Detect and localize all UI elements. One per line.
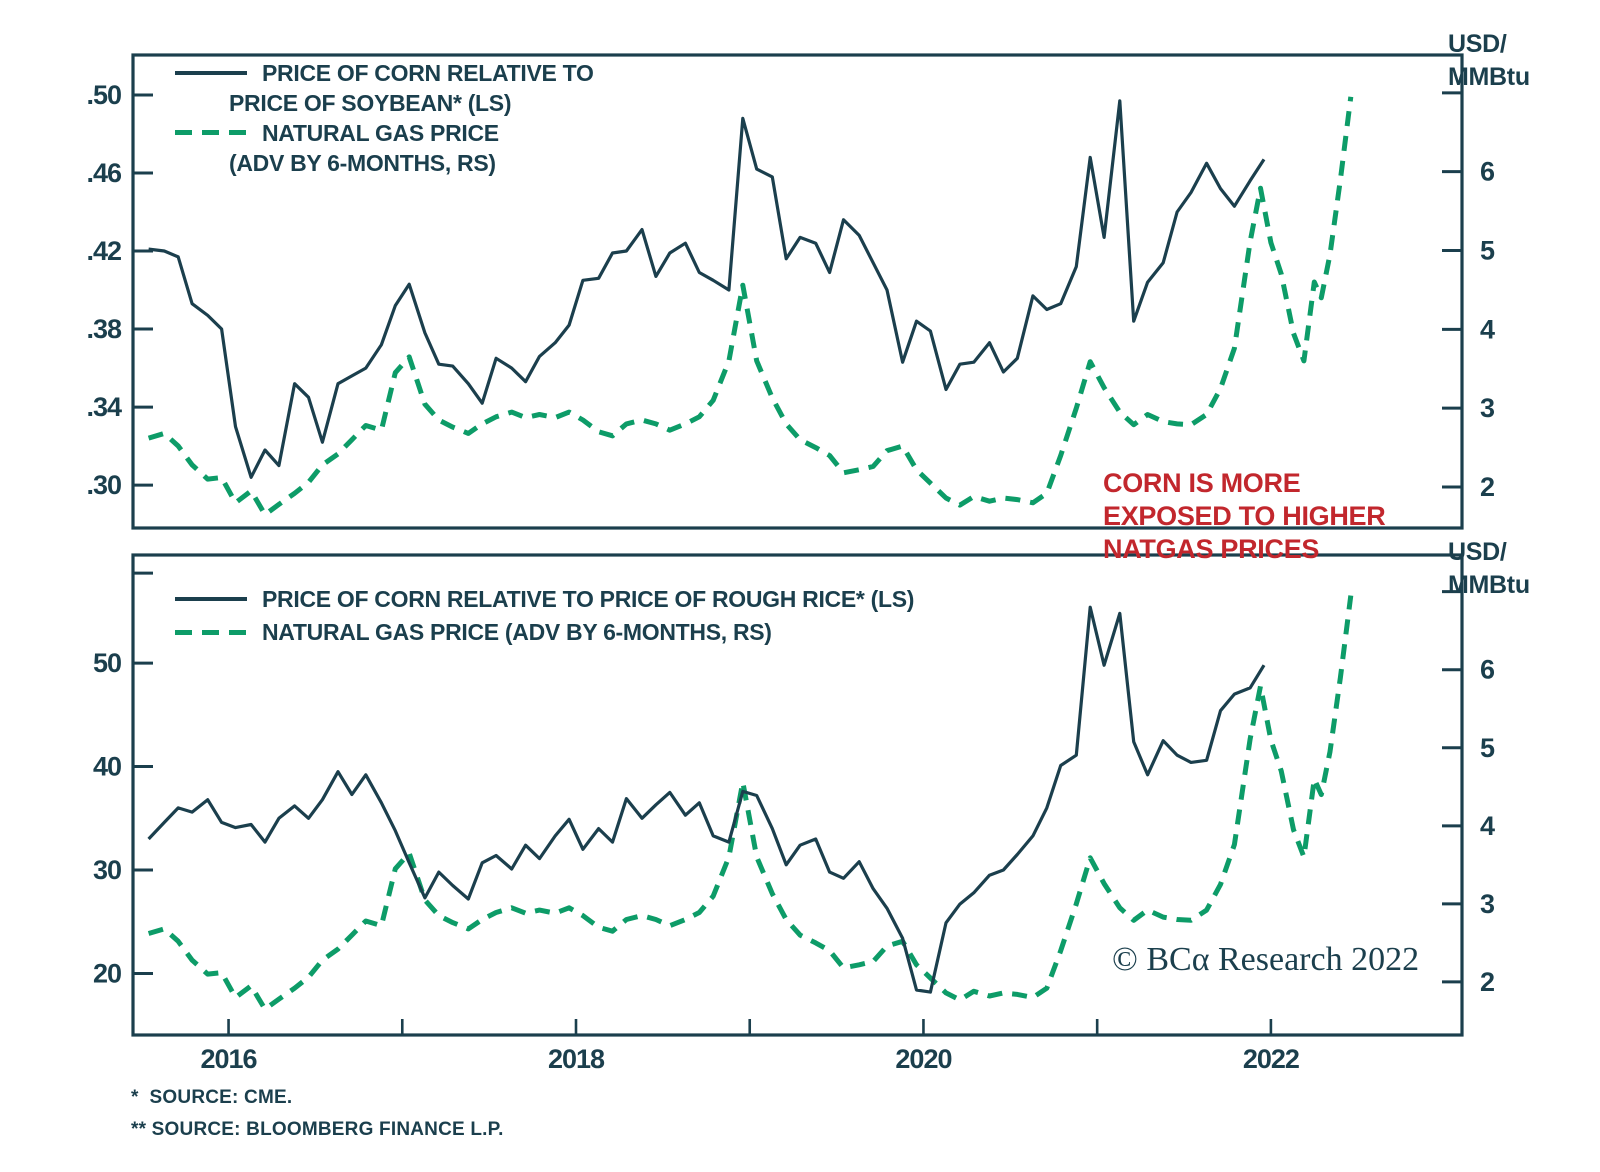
left-axis: .50 .46 .42 .38 .34 .30 [86, 80, 153, 500]
svg-text:.38: .38 [86, 314, 122, 344]
legend-corn-soybean-line2: PRICE OF SOYBEAN* (LS) [229, 90, 512, 116]
legend-bottom-panel: PRICE OF CORN RELATIVE TO PRICE OF ROUGH… [175, 583, 1075, 649]
svg-text:3: 3 [1480, 889, 1495, 919]
legend-natgas-line2: (ADV BY 6-MONTHS, RS) [229, 150, 496, 176]
natgas-line-sample-bottom [175, 630, 253, 635]
svg-text:4: 4 [1480, 811, 1495, 841]
svg-text:2016: 2016 [201, 1044, 258, 1074]
bca-research-watermark: © BCα Research 2022 [1112, 941, 1420, 978]
left-axis: 50 40 30 20 [93, 571, 153, 988]
legend-corn-soybean-line1: PRICE OF CORN RELATIVE TO [262, 60, 594, 86]
footnote-source-bloomberg: ** SOURCE: BLOOMBERG FINANCE L.P. [131, 1119, 504, 1140]
svg-text:5: 5 [1480, 236, 1495, 266]
svg-text:6: 6 [1480, 655, 1495, 685]
panel-top: .50 .46 .42 .38 .34 .30 6 5 4 3 2 [86, 53, 1496, 530]
panel-border [131, 553, 1464, 1037]
annotation-corn-exposed: CORN IS MORE EXPOSED TO HIGHER NATGAS PR… [1103, 467, 1423, 566]
svg-text:2020: 2020 [895, 1044, 951, 1074]
svg-text:50: 50 [93, 648, 121, 678]
unit-mmbtu-bottom: MMBtu [1448, 571, 1530, 599]
svg-text:6: 6 [1480, 157, 1495, 187]
corn-ratio-line [147, 605, 1266, 994]
svg-text:20: 20 [93, 958, 121, 988]
panel-bottom: 50 40 30 20 6 5 4 3 2 2016 2018 2020 2022 [93, 553, 1496, 1074]
corn-rice-line-sample [175, 597, 247, 601]
svg-text:.42: .42 [86, 236, 121, 266]
svg-text:2: 2 [1480, 472, 1494, 502]
annotation-line2: EXPOSED TO HIGHER [1103, 501, 1386, 531]
natgas-line [147, 595, 1354, 1012]
svg-text:.50: .50 [86, 80, 121, 110]
right-axis-unit-bottom: USD/ MMBtu [1448, 536, 1530, 602]
unit-usd: USD/ [1448, 30, 1507, 58]
svg-text:2: 2 [1480, 967, 1494, 997]
annotation-line3: NATGAS PRICES [1103, 534, 1320, 564]
svg-text:.34: .34 [86, 392, 122, 422]
natgas-line-sample [175, 130, 253, 135]
legend-natgas-line1: NATURAL GAS PRICE [262, 120, 499, 146]
svg-text:40: 40 [93, 752, 121, 782]
svg-text:2022: 2022 [1243, 1044, 1299, 1074]
corn-soybean-line-sample [175, 71, 247, 75]
legend-natgas-bottom: NATURAL GAS PRICE (ADV BY 6-MONTHS, RS) [262, 619, 772, 645]
svg-text:3: 3 [1480, 393, 1495, 423]
unit-usd-bottom: USD/ [1448, 538, 1507, 566]
right-axis-unit-top: USD/ MMBtu [1448, 28, 1530, 94]
corn-ratio-line [148, 99, 1266, 479]
svg-text:.46: .46 [86, 158, 122, 188]
svg-text:5: 5 [1480, 733, 1495, 763]
legend-corn-rice: PRICE OF CORN RELATIVE TO PRICE OF ROUGH… [262, 586, 915, 612]
footnote-source-cme: * SOURCE: CME. [131, 1087, 293, 1108]
svg-text:.30: .30 [86, 470, 121, 500]
annotation-line1: CORN IS MORE [1103, 468, 1301, 498]
svg-text:2018: 2018 [548, 1044, 605, 1074]
svg-text:4: 4 [1480, 314, 1495, 344]
x-axis: 2016 2018 2020 2022 [201, 1019, 1300, 1074]
svg-text:30: 30 [93, 855, 121, 885]
panel-border [131, 53, 1464, 530]
unit-mmbtu: MMBtu [1448, 63, 1530, 91]
right-axis: 6 5 4 3 2 [1442, 590, 1496, 997]
legend-top-panel: PRICE OF CORN RELATIVE TO PRICE OF SOYBE… [175, 58, 735, 178]
right-axis: 6 5 4 3 2 [1442, 91, 1496, 502]
